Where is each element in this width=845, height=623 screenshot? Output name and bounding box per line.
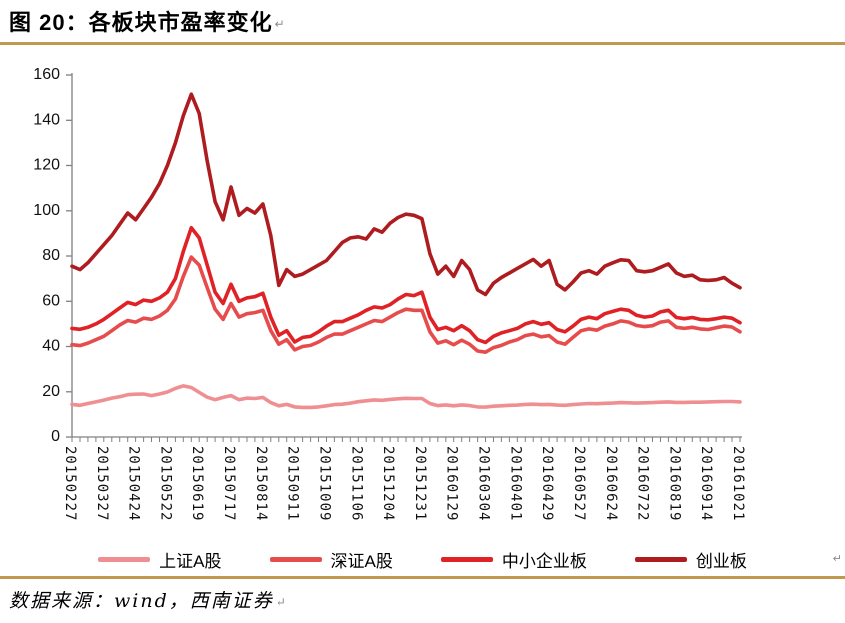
source-note-row: 数据来源：wind，西南证券 ↵ (9, 586, 288, 613)
legend-item-shanghai-a: 上证A股 (98, 547, 222, 572)
source-paragraph-mark-icon: ↵ (275, 595, 288, 609)
series-lines (70, 92, 742, 410)
pe-ratio-chart: 0 20 40 60 80 100 120 140 160 20150227 20150327 201… (0, 60, 845, 538)
chart-legend: 上证A股 深证A股 中小企业板 创业板 (30, 546, 815, 572)
x-axis: 20150227 20150327 20150424 20150522 20150619… (62, 436, 746, 521)
x-axis-tick-label: 20161021 (730, 446, 746, 521)
y-axis: 0 20 40 60 80 100 120 140 160 (33, 66, 73, 445)
legend-underline-rule (0, 576, 845, 579)
x-axis-tick-label: 20150227 (62, 446, 78, 521)
series-line-sme-board (70, 225, 742, 345)
y-axis-tick-label: 40 (42, 338, 60, 355)
x-axis-tick-label: 20160914 (698, 446, 714, 521)
x-axis-tick-label: 20151106 (348, 446, 364, 521)
legend-swatch-sme-board (440, 556, 493, 562)
legend-label-shanghai-a: 上证A股 (159, 551, 222, 571)
figure-title-row: 图 20：各板块市盈率变化 ↵ (9, 5, 286, 37)
legend-label-shenzhen-a: 深证A股 (330, 551, 393, 571)
y-axis-tick-label: 160 (33, 66, 60, 83)
x-axis-tick-label: 20160401 (507, 446, 523, 521)
x-axis-tick-label: 20160527 (571, 446, 587, 521)
x-axis-tick-label: 20160304 (476, 446, 492, 521)
x-axis-tick-label: 20160819 (666, 446, 682, 521)
source-note: 数据来源：wind，西南证券 (9, 590, 274, 612)
y-axis-tick-label: 0 (51, 428, 60, 445)
paragraph-mark-icon: ↵ (274, 17, 286, 32)
x-axis-tick-label: 20160429 (539, 446, 555, 521)
y-axis-tick-label: 80 (42, 247, 60, 264)
x-axis-tick-label: 20150619 (189, 446, 205, 521)
x-axis-tick-label: 20160624 (603, 446, 619, 521)
x-axis-tick-label: 20160129 (444, 446, 460, 521)
x-axis-tick-label: 20151204 (380, 446, 396, 521)
legend-label-chinext: 创业板 (695, 551, 747, 571)
y-axis-tick-label: 60 (42, 293, 60, 310)
series-line-chinext (70, 92, 742, 297)
legend-label-sme-board: 中小企业板 (501, 551, 587, 571)
x-axis-tick-label: 20151231 (412, 446, 428, 521)
x-axis-tick-label: 20151009 (316, 446, 332, 521)
x-axis-tick-label: 20150814 (253, 446, 269, 521)
legend-item-chinext: 创业板 (634, 547, 747, 572)
x-axis-tick-label: 20150522 (157, 446, 173, 521)
y-axis-tick-label: 100 (33, 202, 60, 219)
x-axis-tick-label: 20150911 (285, 446, 301, 521)
y-axis-tick-label: 20 (42, 383, 60, 400)
x-axis-tick-label: 20150327 (94, 446, 110, 521)
y-axis-tick-label: 120 (33, 157, 60, 174)
page-title: 图 20：各板块市盈率变化 (9, 10, 273, 35)
legend-swatch-shanghai-a (98, 556, 151, 562)
legend-item-shenzhen-a: 深证A股 (269, 547, 393, 572)
series-line-shenzhen-a (70, 255, 742, 355)
x-axis-tick-label: 20150717 (221, 446, 237, 521)
legend-swatch-chinext (634, 556, 687, 562)
series-line-shanghai-a (70, 384, 742, 410)
title-underline-rule (0, 42, 845, 45)
legend-item-sme-board: 中小企业板 (440, 547, 587, 572)
x-axis-tick-label: 20160722 (635, 446, 651, 521)
row-end-mark-icon: ↵ (832, 553, 842, 565)
legend-swatch-shenzhen-a (269, 556, 322, 562)
x-axis-tick-label: 20150424 (126, 446, 142, 521)
y-axis-tick-label: 140 (33, 112, 60, 129)
